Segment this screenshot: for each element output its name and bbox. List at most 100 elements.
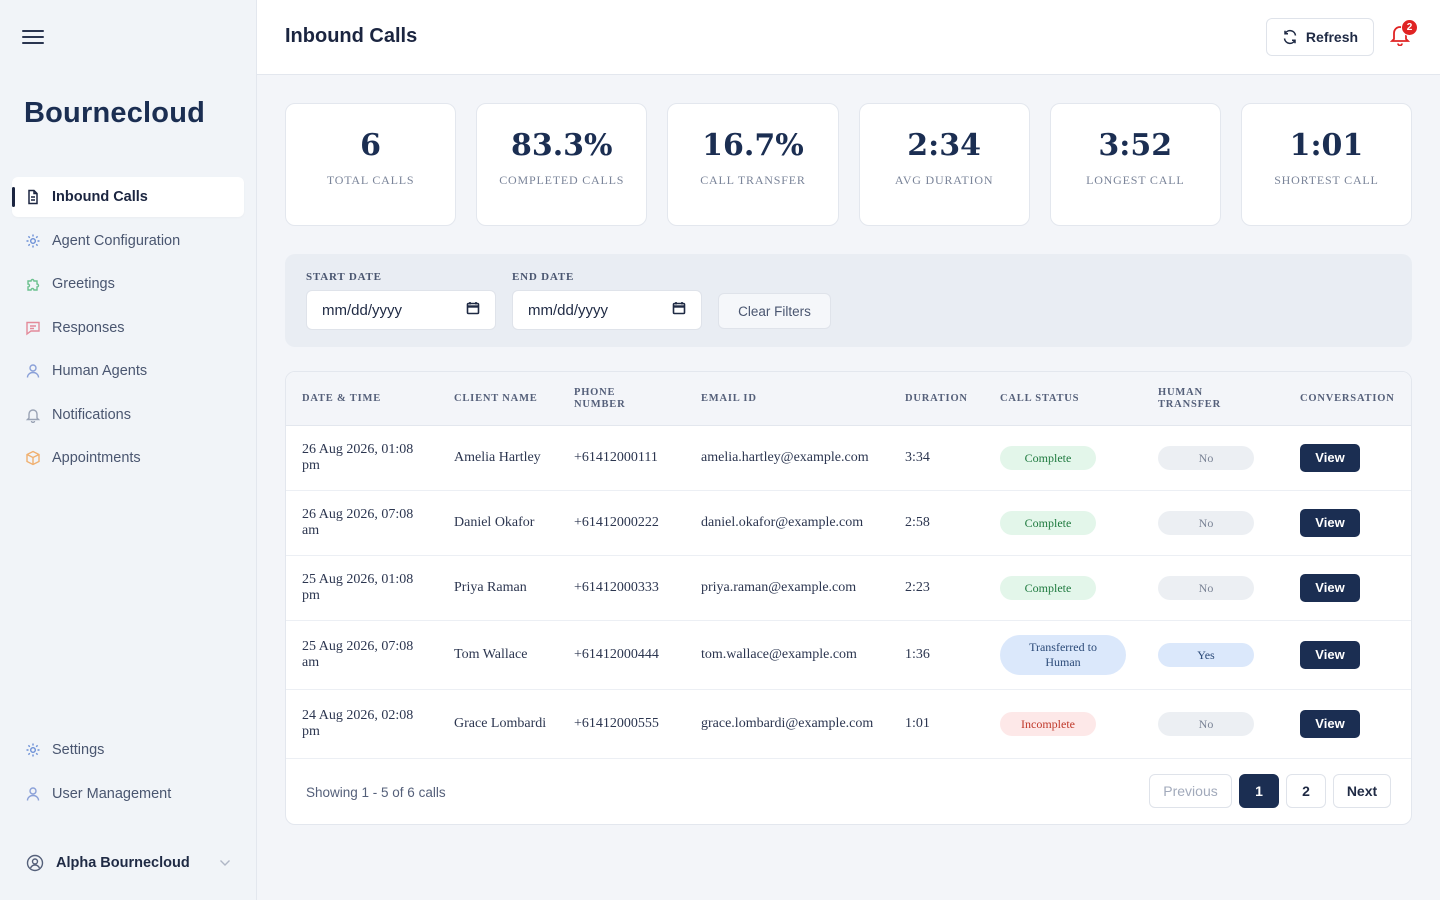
page-button-2[interactable]: 2 (1286, 774, 1326, 808)
sidebar-item-agent-configuration[interactable]: Agent Configuration (12, 221, 244, 261)
document-icon (24, 188, 42, 206)
sidebar-item-settings[interactable]: Settings (12, 730, 244, 770)
calendar-icon[interactable] (672, 301, 686, 319)
cell-datetime: 25 Aug 2026, 01:08 pm (302, 572, 414, 603)
refresh-label: Refresh (1305, 29, 1359, 45)
sidebar-item-human-agents[interactable]: Human Agents (12, 351, 244, 391)
column-header-email-id[interactable]: EMAIL ID (701, 393, 757, 404)
table-header: DATE & TIME CLIENT NAME PHONE NUMBER EMA… (286, 372, 1411, 426)
start-date-group: START DATE mm/dd/yyyy (306, 271, 496, 330)
cell-status: Complete (1000, 491, 1096, 555)
start-date-input[interactable]: mm/dd/yyyy (306, 290, 496, 330)
cell-datetime: 25 Aug 2026, 07:08 am (302, 639, 414, 670)
cell-duration: 1:36 (905, 647, 930, 662)
cell-client: Priya Raman (454, 580, 527, 595)
sidebar-item-user-management[interactable]: User Management (12, 774, 244, 814)
cell-email: tom.wallace@example.com (701, 647, 857, 662)
stats-row: 6 TOTAL CALLS 83.3% COMPLETED CALLS 16.7… (285, 103, 1413, 226)
stat-label: COMPLETED CALLS (499, 173, 625, 187)
table-row: 25 Aug 2026, 07:08 am Tom Wallace +6141200… (286, 621, 1411, 690)
stat-card-completed-calls: 83.3% COMPLETED CALLS (476, 103, 648, 226)
filters-panel: START DATE mm/dd/yyyy END DATE mm/dd/yyy… (285, 254, 1412, 347)
page-title: Inbound Calls (285, 25, 418, 47)
transfer-badge: No (1158, 511, 1254, 535)
status-badge: Complete (1000, 511, 1096, 535)
start-date-placeholder: mm/dd/yyyy (322, 301, 403, 319)
cell-duration: 3:34 (905, 450, 930, 465)
user-menu[interactable]: Alpha Bournecloud (26, 850, 231, 876)
cell-conversation: View (1300, 426, 1360, 490)
cell-phone: +61412000555 (574, 716, 659, 731)
cell-phone: +61412000444 (574, 647, 659, 662)
sidebar-item-inbound-calls[interactable]: Inbound Calls (12, 177, 244, 217)
gear-icon (24, 232, 42, 250)
sidebar-item-notifications[interactable]: Notifications (12, 395, 244, 435)
page-header: Inbound Calls Refresh 2 (257, 0, 1440, 75)
cell-transfer: No (1158, 426, 1254, 490)
page-button-1[interactable]: 1 (1239, 774, 1279, 808)
sidebar-item-greetings[interactable]: Greetings (12, 264, 244, 304)
previous-page-button[interactable]: Previous (1149, 774, 1232, 808)
sidebar-item-label: Agent Configuration (52, 232, 181, 249)
cell-email: grace.lombardi@example.com (701, 716, 874, 731)
cell-duration: 2:58 (905, 515, 930, 530)
sidebar-item-label: Notifications (52, 406, 131, 423)
stat-label: AVG DURATION (894, 173, 994, 187)
column-header-phone-number[interactable]: PHONE NUMBER (574, 387, 626, 410)
notification-count-badge: 2 (1401, 19, 1418, 36)
notifications-bell-icon[interactable]: 2 (1389, 19, 1418, 48)
column-header-call-status[interactable]: CALL STATUS (1000, 393, 1080, 404)
stat-card-longest-call: 3:52 LONGEST CALL (1049, 103, 1221, 226)
sidebar-item-label: Greetings (52, 276, 115, 292)
stat-label: TOTAL CALLS (326, 173, 415, 187)
stat-card-avg-duration: 2:34 AVG DURATION (858, 103, 1030, 226)
showing-count: Showing 1 - 5 of 6 calls (306, 785, 446, 800)
clear-filters-button[interactable]: Clear Filters (718, 293, 831, 329)
end-date-placeholder: mm/dd/yyyy (528, 301, 609, 319)
sidebar: Bournecloud Inbound Calls Agent Configur… (0, 0, 257, 900)
column-header-duration[interactable]: DURATION (905, 393, 968, 404)
cell-phone: +61412000111 (574, 450, 658, 465)
view-conversation-button[interactable]: View (1300, 509, 1360, 537)
cell-client: Daniel Okafor (454, 515, 535, 530)
next-page-button[interactable]: Next (1333, 774, 1391, 808)
column-header-client-name[interactable]: CLIENT NAME (454, 393, 538, 404)
cell-client: Grace Lombardi (454, 716, 547, 731)
cell-transfer: Yes (1158, 621, 1254, 689)
column-header-conversation[interactable]: CONVERSATION (1300, 393, 1395, 404)
stat-value: 6 (360, 128, 382, 163)
column-header-human-transfer[interactable]: HUMAN TRANSFER (1158, 387, 1221, 410)
sidebar-item-responses[interactable]: Responses (12, 308, 244, 348)
start-date-label: START DATE (306, 271, 382, 283)
stat-value: 1:01 (1289, 128, 1364, 163)
cell-datetime: 26 Aug 2026, 07:08 am (302, 507, 414, 538)
sidebar-item-label: Inbound Calls (52, 189, 148, 205)
table-footer: Showing 1 - 5 of 6 calls Previous 1 2 Ne… (286, 758, 1411, 824)
sidebar-item-appointments[interactable]: Appointments (12, 438, 244, 478)
view-conversation-button[interactable]: View (1300, 641, 1360, 669)
transfer-badge: No (1158, 446, 1254, 470)
status-badge: Complete (1000, 446, 1096, 470)
sidebar-item-label: Settings (52, 742, 105, 758)
end-date-label: END DATE (512, 271, 575, 283)
puzzle-icon (24, 275, 42, 293)
table-row: 26 Aug 2026, 07:08 am Daniel Okafor +61412… (286, 491, 1411, 556)
transfer-badge: Yes (1158, 643, 1254, 667)
view-conversation-button[interactable]: View (1300, 574, 1360, 602)
stat-card-shortest-call: 1:01 SHORTEST CALL (1240, 103, 1413, 226)
stat-card-call-transfer: 16.7% CALL TRANSFER (667, 103, 839, 226)
stat-value: 83.3% (510, 128, 613, 163)
hamburger-menu-icon[interactable] (22, 26, 44, 46)
column-header-date-time[interactable]: DATE & TIME (302, 393, 382, 404)
person-icon (24, 785, 42, 803)
refresh-button[interactable]: Refresh (1266, 18, 1374, 56)
view-conversation-button[interactable]: View (1300, 710, 1360, 738)
status-badge: Transferred to Human (1000, 635, 1126, 675)
view-conversation-button[interactable]: View (1300, 444, 1360, 472)
end-date-input[interactable]: mm/dd/yyyy (512, 290, 702, 330)
calendar-icon[interactable] (466, 301, 480, 319)
chevron-down-icon (219, 856, 231, 870)
stat-value: 3:52 (1098, 128, 1173, 163)
sidebar-item-label: Appointments (52, 450, 141, 466)
stat-label: LONGEST CALL (1086, 173, 1185, 187)
